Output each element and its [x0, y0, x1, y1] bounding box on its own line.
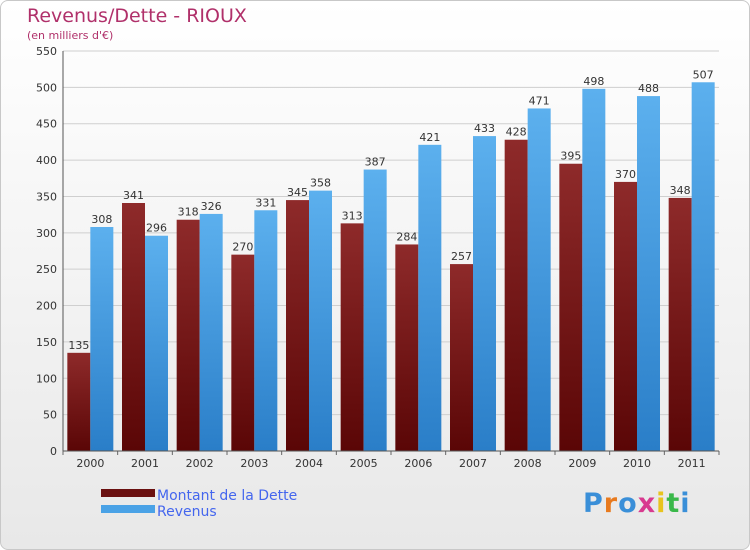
data-label: 270 [232, 241, 253, 254]
chart-subtitle: (en milliers d'€) [27, 29, 114, 42]
bar-dette [122, 203, 145, 451]
data-label: 296 [146, 222, 167, 235]
x-tick-label: 2006 [404, 457, 432, 470]
logo-letter: x [637, 488, 657, 519]
data-label: 135 [68, 339, 89, 352]
x-tick-label: 2003 [240, 457, 268, 470]
y-tick-label: 350 [36, 190, 57, 203]
logo-letter: i [656, 488, 667, 519]
x-tick-label: 2008 [514, 457, 542, 470]
logo-letter: o [618, 488, 638, 519]
bar-dette [450, 264, 473, 451]
data-label: 313 [342, 209, 363, 222]
data-label: 488 [638, 82, 659, 95]
y-tick-label: 200 [36, 300, 57, 313]
logo-letter: i [680, 488, 691, 519]
y-tick-label: 0 [50, 445, 57, 458]
data-label: 428 [506, 126, 527, 139]
bar-dette [340, 223, 364, 451]
x-tick-label: 2007 [459, 457, 487, 470]
bar-revenus [418, 144, 442, 451]
chart-title: Revenus/Dette - RIOUX [27, 5, 247, 27]
bar-dette [67, 352, 91, 451]
legend-swatch-dette [101, 489, 155, 497]
x-tick-label: 2000 [76, 457, 104, 470]
bar-dette [614, 181, 637, 451]
data-label: 507 [693, 68, 714, 81]
data-label: 498 [583, 75, 604, 88]
data-label: 318 [178, 206, 199, 219]
logo-letter: P [583, 488, 604, 519]
legend-swatch-revenus [101, 505, 155, 513]
bar-dette [395, 244, 419, 451]
data-label: 257 [451, 250, 472, 263]
data-label: 358 [310, 177, 331, 190]
bar-dette [231, 254, 255, 451]
bar-dette [668, 197, 692, 451]
data-label: 341 [123, 189, 144, 202]
y-tick-label: 500 [36, 81, 57, 94]
bar-revenus [637, 96, 660, 451]
x-tick-label: 2010 [623, 457, 651, 470]
y-tick-label: 450 [36, 118, 57, 131]
data-label: 387 [365, 156, 386, 169]
y-tick-label: 300 [36, 227, 57, 240]
bar-revenus [363, 169, 387, 451]
y-tick-label: 550 [36, 45, 57, 58]
bar-revenus [254, 210, 278, 451]
x-tick-label: 2004 [295, 457, 323, 470]
y-tick-label: 50 [43, 409, 57, 422]
x-tick-label: 2005 [350, 457, 378, 470]
logo-letter: r [603, 488, 619, 519]
legend-label-revenus: Revenus [157, 504, 217, 520]
data-label: 326 [201, 200, 222, 213]
bar-revenus [527, 108, 551, 452]
bar-revenus [691, 82, 715, 451]
bar-revenus [145, 235, 168, 451]
x-tick-label: 2001 [131, 457, 159, 470]
bar-dette [176, 219, 200, 451]
bar-dette [286, 200, 309, 451]
data-label: 308 [91, 213, 112, 226]
bar-dette [504, 139, 528, 451]
data-label: 345 [287, 186, 308, 199]
data-label: 421 [419, 131, 440, 144]
legend-label-dette: Montant de la Dette [157, 488, 297, 504]
bar-revenus [199, 213, 223, 451]
bar-dette [559, 163, 583, 451]
logo-letter: t [666, 488, 681, 519]
y-tick-label: 400 [36, 154, 57, 167]
y-tick-label: 150 [36, 336, 57, 349]
y-tick-label: 250 [36, 263, 57, 276]
bar-revenus [309, 190, 332, 452]
data-label: 348 [670, 184, 691, 197]
data-label: 370 [615, 168, 636, 181]
proxiti-logo: Proxiti [583, 488, 691, 519]
x-tick-label: 2011 [678, 457, 706, 470]
data-label: 471 [529, 94, 550, 107]
data-label: 284 [396, 230, 417, 243]
data-label: 331 [255, 196, 276, 209]
data-label: 433 [474, 122, 495, 135]
bar-revenus [582, 88, 606, 452]
x-tick-label: 2009 [568, 457, 596, 470]
bar-revenus [473, 136, 496, 451]
bar-revenus [90, 227, 114, 451]
y-tick-label: 100 [36, 372, 57, 385]
data-label: 395 [560, 150, 581, 163]
x-tick-label: 2002 [186, 457, 214, 470]
